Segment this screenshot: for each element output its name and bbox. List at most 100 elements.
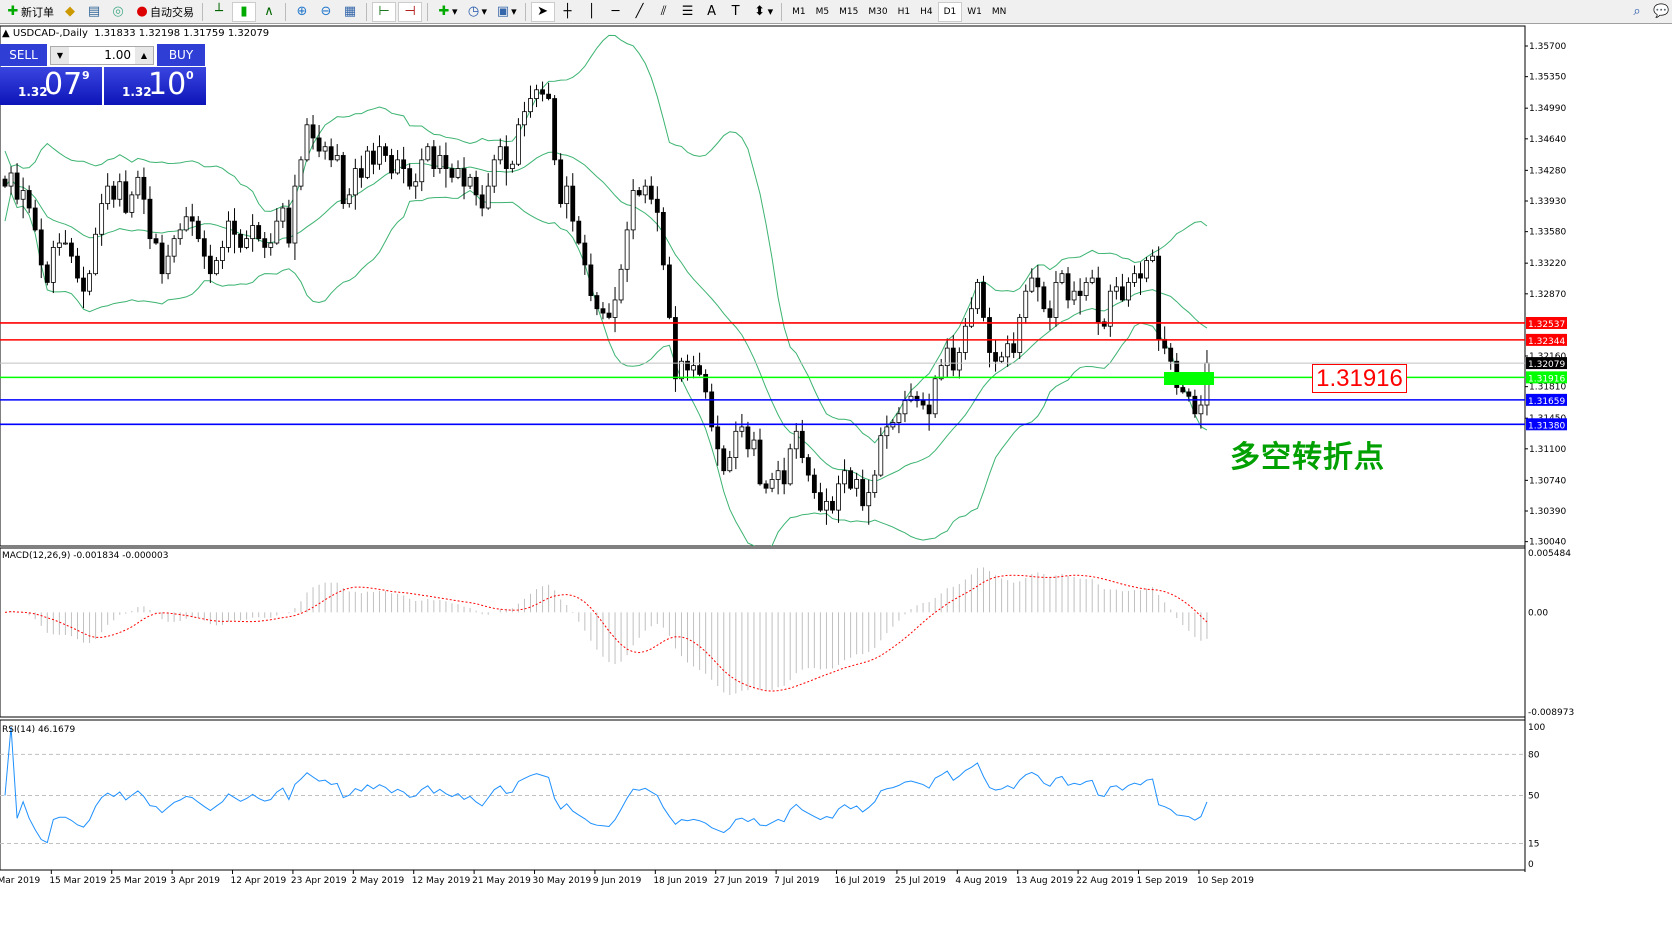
timeframe-d1[interactable]: D1 bbox=[937, 1, 963, 22]
date-label: 25 Jul 2019 bbox=[895, 876, 946, 886]
price-tick-label: 1.32870 bbox=[1529, 290, 1566, 300]
bull-candle bbox=[395, 159, 401, 174]
timeframe-m30[interactable]: M30 bbox=[868, 6, 888, 17]
bear-candle bbox=[570, 185, 576, 222]
fibonacci-icon: ☰ bbox=[681, 3, 694, 19]
timeframe-bar: M1 M5 M15 M30 H1 H4 D1 W1 MN bbox=[787, 1, 1011, 22]
bull-candle bbox=[509, 163, 515, 169]
price-line-label-bg bbox=[1526, 393, 1567, 406]
bear-candle bbox=[401, 159, 407, 169]
bull-candle bbox=[244, 238, 250, 248]
bull-candle bbox=[99, 203, 105, 235]
bull-candle bbox=[642, 185, 648, 196]
indicators-button[interactable]: ✚ ▾ bbox=[433, 2, 461, 22]
navigator-button[interactable]: ▤ bbox=[83, 2, 105, 22]
horizontal-line-button[interactable]: ─ bbox=[605, 2, 627, 22]
crosshair-button[interactable]: ┼ bbox=[557, 2, 579, 22]
bear-candle bbox=[667, 264, 672, 318]
cursor-icon: ➤ bbox=[537, 3, 549, 19]
new-order-icon: ✚ bbox=[7, 3, 19, 19]
timeframe-w1[interactable]: W1 bbox=[967, 6, 982, 17]
auto-trading-button[interactable]: ● 自动交易 bbox=[131, 2, 197, 22]
price-tick-label: 1.31810 bbox=[1529, 383, 1566, 393]
bear-candle bbox=[207, 255, 213, 275]
bull-candle bbox=[87, 273, 92, 292]
bull-candle bbox=[129, 194, 135, 213]
sell-button[interactable]: SELL bbox=[0, 44, 47, 66]
separator bbox=[366, 2, 367, 21]
cursor-button[interactable]: ➤ bbox=[530, 1, 555, 22]
bull-candle bbox=[944, 347, 950, 367]
equidistant-channel-button[interactable]: ⫽ bbox=[653, 2, 675, 22]
rsi-tick-label: 15 bbox=[1528, 839, 1539, 849]
bear-candle bbox=[431, 146, 437, 169]
chat-button[interactable]: 💬 bbox=[1650, 2, 1672, 22]
periods-button[interactable]: ◷ ▾ bbox=[463, 2, 491, 22]
decrease-lot-button[interactable]: ▼ bbox=[51, 47, 69, 64]
zoom-out-button[interactable]: ⊖ bbox=[315, 2, 337, 22]
bear-candle bbox=[358, 168, 364, 178]
chart-shift-button[interactable]: ⊢ bbox=[372, 1, 396, 22]
timeframe-m15[interactable]: M15 bbox=[839, 6, 859, 17]
line-chart-button[interactable]: ∧ bbox=[258, 2, 280, 22]
zoom-in-icon: ⊕ bbox=[296, 3, 308, 19]
bull-candle bbox=[528, 98, 533, 113]
lot-size-stepper[interactable]: ▼ 1.00 ▲ bbox=[50, 46, 154, 65]
bear-candle bbox=[1156, 255, 1162, 340]
timeframe-h4[interactable]: H4 bbox=[920, 6, 933, 17]
bear-candle bbox=[552, 98, 558, 161]
bar-chart-button[interactable]: ┴ bbox=[208, 2, 230, 22]
timeframe-m5[interactable]: M5 bbox=[815, 6, 830, 17]
crosshair-icon: ┼ bbox=[563, 3, 572, 19]
navigator-icon: ▤ bbox=[87, 3, 101, 19]
bear-candle bbox=[2, 178, 8, 187]
bear-candle bbox=[685, 360, 690, 371]
bear-candle bbox=[606, 312, 612, 318]
bull-candle bbox=[522, 111, 527, 126]
timeframe-m1[interactable]: M1 bbox=[792, 6, 806, 17]
increase-lot-button[interactable]: ▲ bbox=[135, 47, 153, 64]
bear-candle bbox=[576, 220, 582, 244]
date-label: 7 Jul 2019 bbox=[774, 876, 819, 886]
buy-button[interactable]: BUY bbox=[157, 44, 205, 66]
rsi-tick-label: 80 bbox=[1528, 750, 1540, 760]
fibonacci-button[interactable]: ☰ bbox=[677, 2, 699, 22]
pivot-annotation-text[interactable]: 多空转折点 bbox=[1230, 440, 1385, 475]
bull-candle bbox=[1059, 273, 1065, 283]
bear-candle bbox=[1138, 273, 1143, 279]
macd-pane bbox=[0, 547, 1526, 718]
bear-candle bbox=[546, 93, 551, 99]
zoom-in-button[interactable]: ⊕ bbox=[291, 2, 313, 22]
text-label-button[interactable]: T bbox=[725, 2, 747, 22]
bull-candle bbox=[836, 483, 841, 511]
bear-candle bbox=[232, 220, 237, 235]
bull-candle bbox=[63, 242, 68, 245]
timeframe-h1[interactable]: H1 bbox=[897, 6, 911, 17]
search-icon: ⌕ bbox=[1633, 3, 1641, 19]
arrows-button[interactable]: ⬍ ▾ bbox=[749, 2, 777, 22]
market-watch-button[interactable]: ◆ bbox=[59, 2, 81, 22]
signals-button[interactable]: ◎ bbox=[107, 2, 129, 22]
bull-candle bbox=[346, 194, 352, 205]
sell-price-button[interactable]: 1.32 07 9 bbox=[0, 67, 102, 105]
date-label: 12 May 2019 bbox=[412, 876, 471, 886]
price-tick-label: 1.30740 bbox=[1529, 476, 1566, 486]
trendline-button[interactable]: ╱ bbox=[629, 2, 651, 22]
timeframe-mn[interactable]: MN bbox=[991, 6, 1007, 17]
candlestick-button[interactable]: ▮ bbox=[232, 1, 256, 22]
buy-price-button[interactable]: 1.32 10 0 bbox=[104, 67, 206, 105]
bull-candle bbox=[352, 168, 358, 196]
search-button[interactable]: ⌕ bbox=[1626, 2, 1648, 22]
bull-candle bbox=[1150, 255, 1155, 261]
vertical-line-button[interactable]: │ bbox=[581, 2, 603, 22]
autoscroll-button[interactable]: ⊣ bbox=[398, 1, 422, 22]
tile-windows-button[interactable]: ▦ bbox=[339, 2, 361, 22]
templates-button[interactable]: ▣ ▾ bbox=[496, 3, 517, 19]
pivot-price-label[interactable]: 1.31916 bbox=[1312, 364, 1407, 393]
bull-candle bbox=[304, 124, 310, 161]
chart-window[interactable]: 1.35700 1.35350 1.34990 1.34640 1.34280 1.339… bbox=[0, 25, 1672, 891]
lot-size-input[interactable]: 1.00 bbox=[104, 48, 131, 62]
date-label: 27 Jun 2019 bbox=[714, 876, 768, 886]
text-button[interactable]: A bbox=[701, 2, 723, 22]
new-order-button[interactable]: ✚ 新订单 bbox=[2, 2, 57, 22]
